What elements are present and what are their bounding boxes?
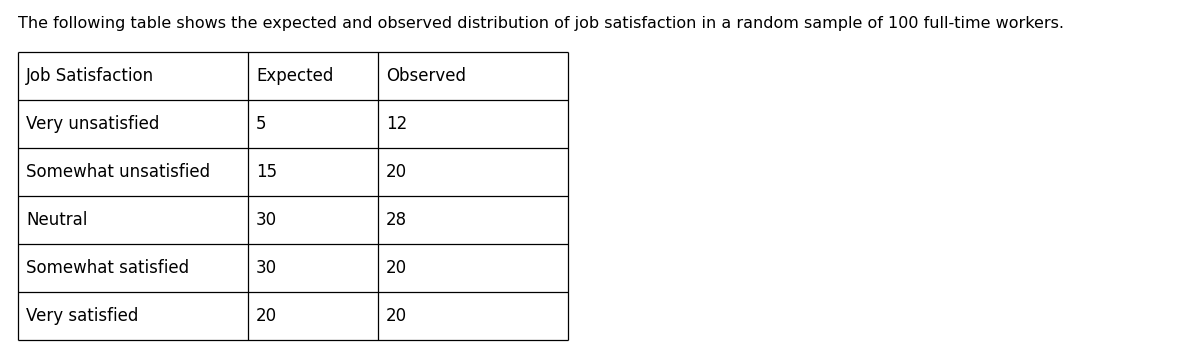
Text: 5: 5 [256,115,266,133]
Text: Somewhat satisfied: Somewhat satisfied [26,259,190,277]
Text: 30: 30 [256,211,277,229]
Text: 20: 20 [386,163,407,181]
Text: Very unsatisfied: Very unsatisfied [26,115,160,133]
Text: Observed: Observed [386,67,466,85]
Text: 12: 12 [386,115,407,133]
Text: The following table shows the expected and observed distribution of job satisfac: The following table shows the expected a… [18,16,1064,31]
Text: Job Satisfaction: Job Satisfaction [26,67,154,85]
Text: 20: 20 [386,259,407,277]
Text: 30: 30 [256,259,277,277]
Text: 20: 20 [256,307,277,325]
Text: Very satisfied: Very satisfied [26,307,138,325]
Text: Expected: Expected [256,67,334,85]
Text: 28: 28 [386,211,407,229]
Text: 20: 20 [386,307,407,325]
Text: Somewhat unsatisfied: Somewhat unsatisfied [26,163,210,181]
Text: Neutral: Neutral [26,211,88,229]
Text: 15: 15 [256,163,277,181]
